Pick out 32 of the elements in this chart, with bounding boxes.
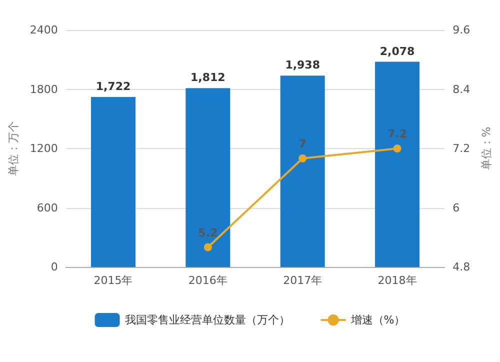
- data-label: 1,722: [96, 80, 131, 93]
- y2-tick-label: 6: [452, 201, 460, 214]
- data-label: 5.2: [198, 226, 218, 240]
- y-axis-title: 单位：万个: [7, 121, 20, 176]
- data-label: 7: [298, 137, 306, 150]
- y-tick-label: 1800: [30, 82, 58, 96]
- x-tick-label: 2015年: [94, 274, 133, 287]
- y2-axis-title: 单位：%: [480, 126, 493, 170]
- point: [204, 243, 212, 252]
- y2-tick-label: 7.2: [452, 142, 470, 155]
- y-tick-label: 2400: [30, 24, 58, 36]
- data-label: 1,938: [285, 58, 320, 72]
- y2-tick-label: 8.4: [452, 82, 470, 96]
- x-tick-label: 2017年: [283, 274, 322, 287]
- y2-tick-label: 4.8: [452, 260, 470, 274]
- data-label: 7.2: [388, 128, 408, 140]
- y-tick-label: 1200: [30, 142, 58, 155]
- bar: [280, 76, 325, 267]
- x-tick-label: 2016年: [188, 274, 228, 287]
- y-tick-label: 600: [36, 201, 58, 214]
- x-tick-label: 2018年: [378, 274, 417, 287]
- bar: [186, 88, 230, 267]
- y2-tick-label: 9.6: [452, 24, 470, 36]
- data-label: 2,078: [380, 44, 415, 58]
- legend-label: 增速（%）: [350, 314, 406, 326]
- y-tick-label: 0: [50, 260, 58, 274]
- bar: [90, 96, 136, 267]
- bar: [375, 62, 420, 267]
- legend-label: 我国零售业经营单位数量（万个）: [124, 314, 290, 326]
- point: [298, 154, 307, 162]
- point: [393, 144, 402, 152]
- data-label: 1,812: [190, 71, 226, 84]
